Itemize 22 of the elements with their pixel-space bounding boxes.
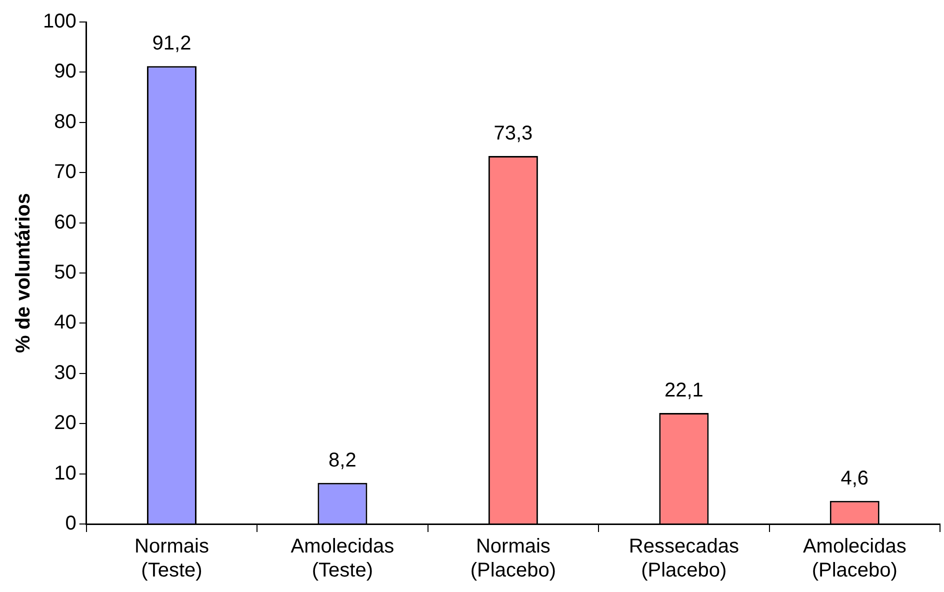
- x-tick-label: Amolecidas (Placebo): [802, 536, 906, 582]
- x-tick-label: Normais (Teste): [134, 536, 209, 582]
- y-tick-label: 10: [54, 462, 76, 484]
- data-label: 73,3: [494, 122, 533, 145]
- data-label: 8,2: [328, 449, 356, 472]
- x-tick-label: Amolecidas (Teste): [290, 536, 394, 582]
- x-tick-label: Normais (Placebo): [470, 536, 556, 582]
- y-tick-label: 70: [54, 161, 76, 184]
- x-tick-label: Ressecadas (Placebo): [628, 536, 739, 582]
- y-tick-label: 30: [54, 362, 76, 384]
- data-label: 91,2: [152, 32, 192, 55]
- y-axis-title: % de voluntários: [12, 192, 35, 354]
- y-tick-label: 40: [54, 312, 76, 334]
- data-label: 22,1: [664, 380, 704, 402]
- data-label: 4,6: [840, 467, 869, 490]
- y-tick-label: 50: [54, 262, 76, 284]
- y-tick-label: 80: [54, 110, 76, 133]
- y-tick-label: 100: [42, 10, 76, 33]
- y-tick-label: 90: [54, 60, 76, 83]
- y-tick-label: 20: [54, 412, 76, 434]
- y-tick-label: 0: [65, 512, 76, 535]
- y-tick-label: 60: [54, 211, 76, 234]
